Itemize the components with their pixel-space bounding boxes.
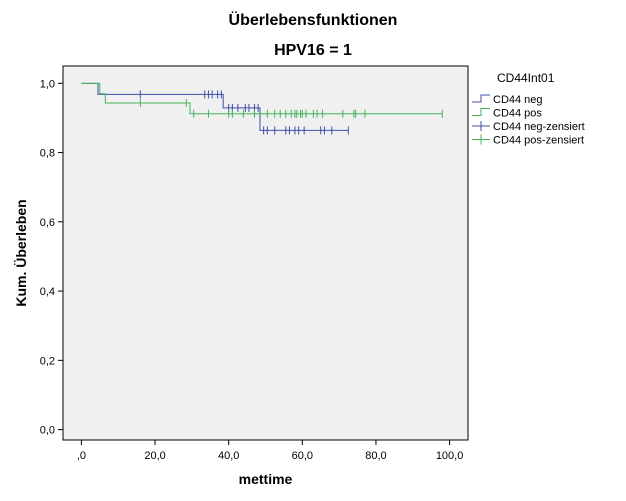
chart-title: Überlebensfunktionen [228, 12, 398, 29]
legend-item: CD44 neg [472, 94, 543, 106]
plot-area [62, 65, 469, 441]
y-axis-title: Kum. Überleben [13, 199, 29, 306]
y-tick-label: 0,2 [40, 355, 55, 367]
legend-item: CD44 neg-zensiert [472, 121, 585, 133]
y-tick-label: 0,6 [40, 217, 55, 229]
y-tick-label: 0,8 [40, 148, 55, 160]
y-tick-label: 1,0 [40, 78, 55, 90]
series-lines [81, 82, 443, 131]
y-tick-label: 0,4 [40, 286, 55, 298]
y-tick-label: 0,0 [40, 425, 55, 437]
legend-swatch [472, 94, 490, 103]
x-tick-label: 100,0 [436, 450, 464, 462]
legend-title: CD44Int01 [497, 71, 555, 85]
axes: 0,0 0,2 0,4 0,6 0,8 1,0 ,0 20,0 40,0 60,0 80,0 100,… [40, 78, 464, 462]
censor-marks [139, 90, 443, 135]
survival-curve [81, 82, 349, 131]
legend-label: CD44 pos [493, 108, 542, 120]
x-tick-label: 60,0 [292, 450, 313, 462]
legend-item: CD44 pos-zensiert [472, 134, 584, 147]
legend-label: CD44 pos-zensiert [493, 135, 584, 147]
x-tick-label: 20,0 [144, 450, 165, 462]
legend-label: CD44 neg [493, 94, 543, 106]
x-tick-label: ,0 [77, 450, 86, 462]
legend-item: CD44 pos [472, 108, 542, 120]
legend-swatch [472, 108, 490, 116]
legend-label: CD44 neg-zensiert [493, 121, 585, 133]
chart-subtitle: HPV16 = 1 [274, 42, 352, 59]
x-axis-title: mettime [239, 471, 293, 487]
survival-curve [81, 82, 443, 115]
x-tick-label: 80,0 [365, 450, 386, 462]
x-tick-label: 40,0 [218, 450, 239, 462]
